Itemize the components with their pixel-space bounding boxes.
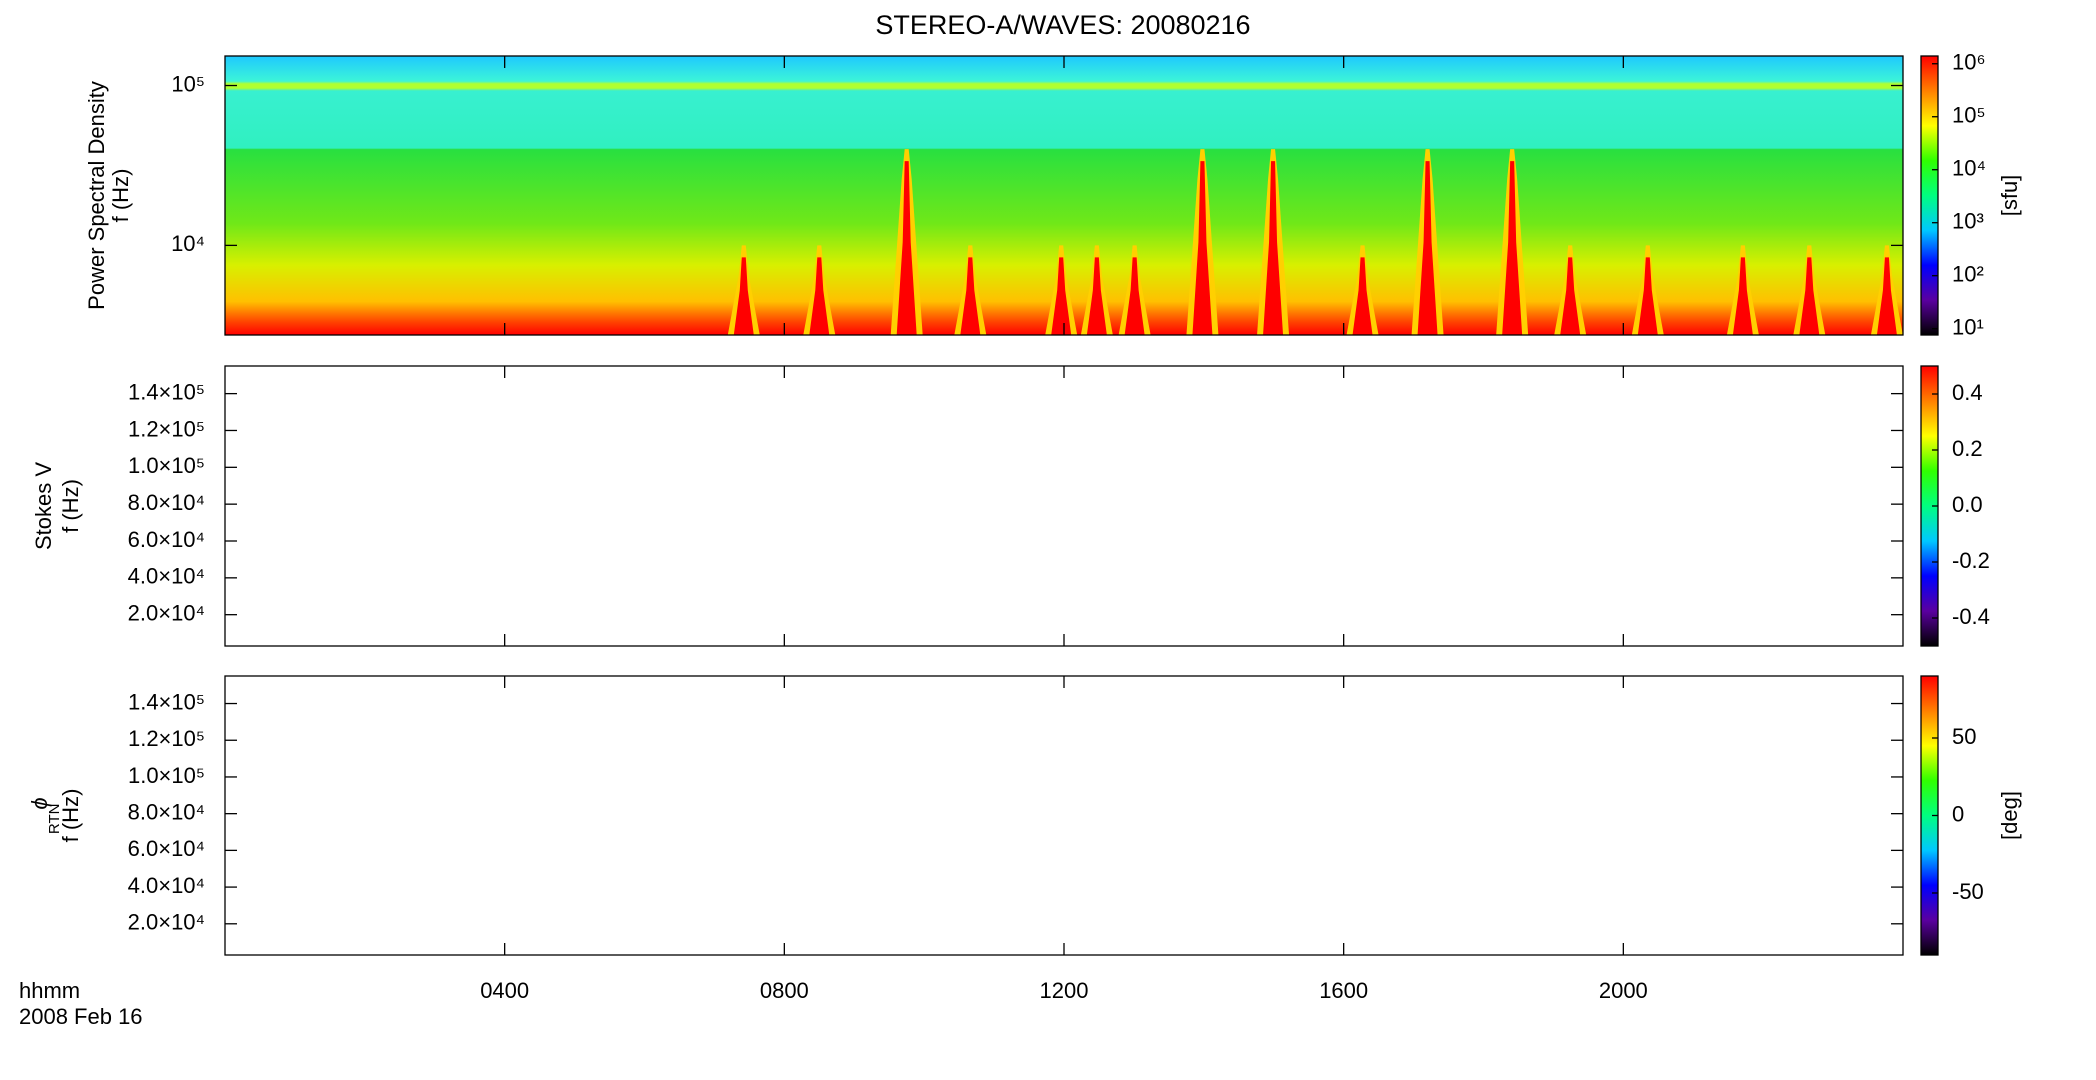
burst-core [1637,257,1658,335]
y-label-symbol: ϕ [27,797,52,809]
burst-core [733,257,754,335]
colorbar-tick-label: 10² [1952,262,1984,287]
y-label-subscript: RTN [46,804,63,835]
bursts [727,149,1903,335]
y-tick-label: 4.0×10⁴ [128,873,205,898]
colorbar-tick-label: 10⁶ [1952,50,1986,75]
colorbar-tick-label: 0.4 [1952,380,1983,405]
colorbar-tick-label: 10¹ [1952,314,1984,339]
burst-core [1263,161,1284,335]
y-tick-label: 1.0×10⁵ [128,763,205,788]
x-tick-label: 1600 [1319,978,1368,1003]
colorbar [1920,55,1939,336]
y-label: Power Spectral Density [84,81,109,310]
colorbar-tick-label: 10⁵ [1952,103,1986,128]
colorbar-tick-label: 10³ [1952,209,1984,234]
y-label: f (Hz) [58,789,83,843]
colorbar-tick-label: 50 [1952,724,1976,749]
x-tick-label: 2000 [1599,978,1648,1003]
burst-core [896,161,917,335]
y-tick-label: 2.0×10⁴ [128,600,205,625]
colorbar-tick-label: -0.4 [1952,604,1990,629]
colorbar-label: [deg] [1997,791,2022,840]
burst-core [1086,257,1107,335]
y-label: f (Hz) [108,169,133,223]
y-tick-label: 1.4×10⁵ [128,379,205,404]
y-tick-label: 8.0×10⁴ [128,490,205,515]
y-tick-label: 1.2×10⁵ [128,416,205,441]
colorbar-tick-label: 0 [1952,801,1964,826]
plot-frame [224,365,1904,647]
colorbar-tick-label: 0.2 [1952,436,1983,461]
colorbar-tick-label: -50 [1952,879,1984,904]
burst-core [960,257,981,335]
x-tick-label: 0400 [480,978,529,1003]
burst-core [1352,257,1373,335]
burst-core [1051,257,1072,335]
y-tick-label: 6.0×10⁴ [128,527,205,552]
y-tick-label: 6.0×10⁴ [128,836,205,861]
burst-core [809,257,830,335]
y-label: f (Hz) [58,479,83,533]
x-tick-label: 0800 [760,978,809,1003]
y-tick-label: 1.2×10⁵ [128,726,205,751]
chart-title: STEREO-A/WAVES: 20080216 [875,10,1250,40]
y-tick-label: 8.0×10⁴ [128,799,205,824]
time-label: hhmm [19,978,80,1003]
burst-core [1417,161,1438,335]
y-tick-label: 1.4×10⁵ [128,689,205,714]
plot-frame [224,675,1904,956]
colorbar-label: [sfu] [1997,175,2022,217]
burst-core [1799,257,1820,335]
y-tick-label: 10⁴ [171,231,205,256]
burst-core [1124,257,1145,335]
colorbar-tick-label: -0.2 [1952,548,1990,573]
burst-core [1876,257,1897,335]
burst-core [1560,257,1581,335]
burst-core [1502,161,1523,335]
y-tick-label: 1.0×10⁵ [128,453,205,478]
x-tick-label: 1200 [1040,978,1089,1003]
y-label: Stokes V [31,462,56,550]
date-label: 2008 Feb 16 [19,1004,143,1029]
burst-core [1192,161,1213,335]
y-tick-label: 4.0×10⁴ [128,564,205,589]
y-tick-label: 10⁵ [171,71,205,96]
colorbar-tick-label: 0.0 [1952,492,1983,517]
burst-core [1732,257,1753,335]
colorbar-tick-label: 10⁴ [1952,156,1986,181]
y-tick-label: 2.0×10⁴ [128,910,205,935]
